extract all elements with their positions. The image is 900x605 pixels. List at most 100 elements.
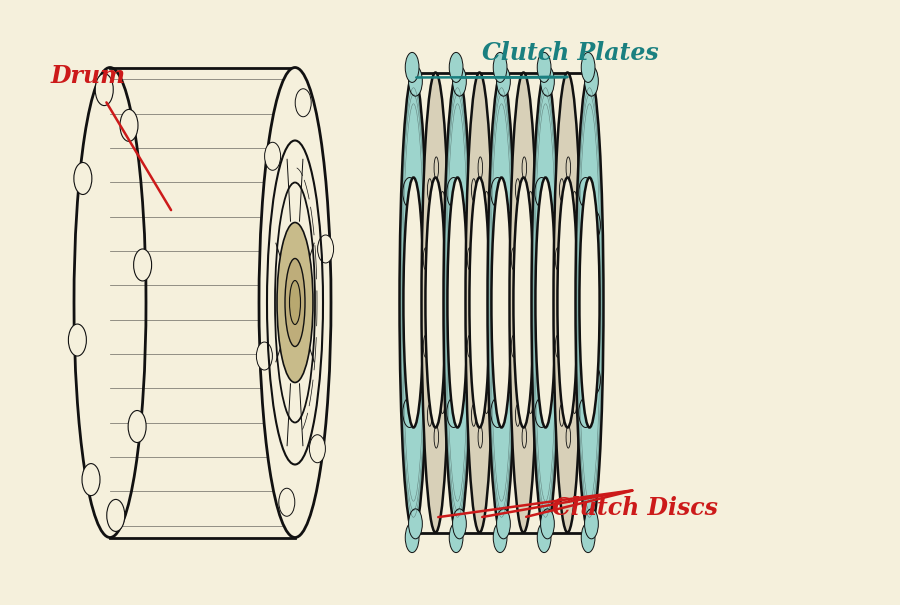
Ellipse shape — [488, 315, 492, 337]
Ellipse shape — [128, 411, 146, 442]
Ellipse shape — [259, 68, 331, 537]
Ellipse shape — [532, 73, 560, 532]
Ellipse shape — [403, 177, 417, 208]
Ellipse shape — [587, 365, 600, 395]
Ellipse shape — [484, 391, 489, 413]
Ellipse shape — [488, 268, 492, 290]
Ellipse shape — [585, 66, 598, 96]
Ellipse shape — [499, 210, 512, 240]
Ellipse shape — [409, 66, 422, 96]
Ellipse shape — [511, 335, 516, 357]
Ellipse shape — [541, 509, 554, 539]
Text: Clutch Discs: Clutch Discs — [552, 496, 718, 520]
Ellipse shape — [543, 365, 556, 395]
Ellipse shape — [499, 365, 512, 395]
Ellipse shape — [543, 210, 556, 240]
Ellipse shape — [509, 73, 537, 532]
Ellipse shape — [535, 397, 548, 428]
Ellipse shape — [470, 177, 490, 428]
Ellipse shape — [295, 89, 311, 117]
Ellipse shape — [522, 426, 526, 448]
Ellipse shape — [423, 335, 428, 357]
Ellipse shape — [423, 248, 428, 270]
Ellipse shape — [528, 192, 533, 214]
Ellipse shape — [256, 342, 273, 370]
Ellipse shape — [446, 397, 461, 428]
Ellipse shape — [554, 73, 581, 532]
Ellipse shape — [428, 178, 432, 201]
Ellipse shape — [403, 397, 417, 428]
Ellipse shape — [537, 523, 551, 552]
Ellipse shape — [491, 177, 505, 208]
Ellipse shape — [581, 53, 595, 82]
Ellipse shape — [472, 178, 476, 201]
Ellipse shape — [449, 523, 463, 552]
Ellipse shape — [541, 66, 554, 96]
Ellipse shape — [410, 365, 425, 395]
Ellipse shape — [493, 523, 507, 552]
Ellipse shape — [403, 177, 424, 428]
Ellipse shape — [566, 426, 571, 448]
Ellipse shape — [434, 426, 438, 448]
Ellipse shape — [279, 488, 295, 516]
Ellipse shape — [557, 177, 578, 428]
Ellipse shape — [478, 157, 482, 179]
Ellipse shape — [580, 177, 599, 428]
Ellipse shape — [426, 177, 446, 428]
Text: Drum: Drum — [50, 64, 126, 88]
Ellipse shape — [467, 335, 472, 357]
Ellipse shape — [535, 177, 548, 208]
Ellipse shape — [555, 248, 560, 270]
Ellipse shape — [265, 142, 281, 170]
Ellipse shape — [555, 335, 560, 357]
Ellipse shape — [532, 268, 536, 290]
Ellipse shape — [532, 315, 536, 337]
Ellipse shape — [447, 177, 468, 428]
Ellipse shape — [528, 391, 533, 413]
Ellipse shape — [576, 268, 580, 290]
Ellipse shape — [587, 210, 600, 240]
Ellipse shape — [488, 73, 516, 532]
Ellipse shape — [511, 248, 516, 270]
Ellipse shape — [467, 248, 472, 270]
Ellipse shape — [82, 463, 100, 495]
Ellipse shape — [576, 315, 580, 337]
Ellipse shape — [497, 66, 510, 96]
Ellipse shape — [493, 53, 507, 82]
Ellipse shape — [405, 53, 419, 82]
Ellipse shape — [560, 404, 564, 427]
Ellipse shape — [453, 509, 466, 539]
Ellipse shape — [74, 68, 146, 537]
Ellipse shape — [68, 324, 86, 356]
Text: Clutch Plates: Clutch Plates — [482, 41, 658, 65]
Ellipse shape — [444, 268, 448, 290]
Ellipse shape — [497, 509, 510, 539]
Ellipse shape — [472, 404, 476, 427]
Ellipse shape — [536, 177, 555, 428]
Ellipse shape — [513, 177, 534, 428]
Ellipse shape — [560, 178, 564, 201]
Ellipse shape — [522, 157, 526, 179]
Ellipse shape — [400, 73, 428, 532]
Ellipse shape — [575, 73, 604, 532]
Ellipse shape — [454, 365, 468, 395]
Ellipse shape — [453, 66, 466, 96]
Ellipse shape — [491, 397, 505, 428]
Ellipse shape — [428, 404, 432, 427]
Ellipse shape — [409, 509, 422, 539]
Ellipse shape — [277, 223, 313, 382]
Ellipse shape — [107, 499, 125, 531]
Ellipse shape — [585, 509, 598, 539]
Ellipse shape — [581, 523, 595, 552]
Ellipse shape — [421, 73, 449, 532]
Ellipse shape — [484, 192, 489, 214]
Ellipse shape — [318, 235, 334, 263]
Ellipse shape — [572, 192, 577, 214]
Ellipse shape — [410, 210, 425, 240]
Ellipse shape — [310, 435, 326, 463]
Ellipse shape — [446, 177, 461, 208]
Ellipse shape — [405, 523, 419, 552]
Ellipse shape — [579, 177, 592, 208]
Ellipse shape — [74, 163, 92, 194]
Ellipse shape — [440, 192, 445, 214]
